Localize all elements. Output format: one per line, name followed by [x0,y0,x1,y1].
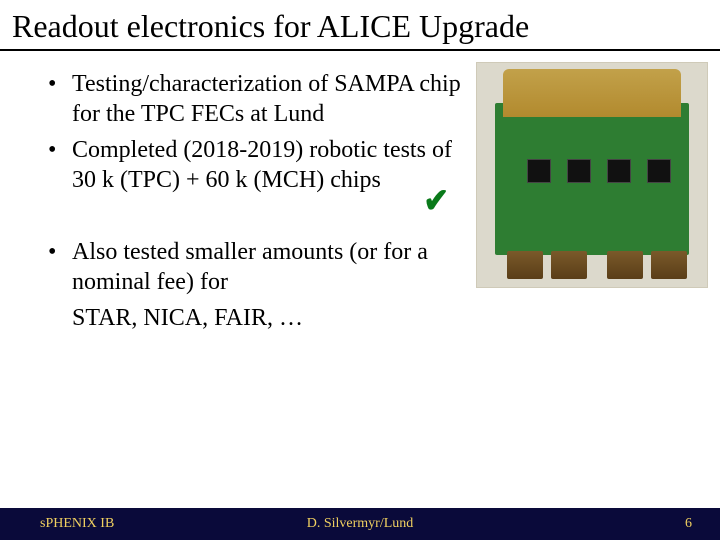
pcb-connector [651,251,687,279]
slide-title: Readout electronics for ALICE Upgrade [0,0,720,51]
pcb-chip [567,159,591,183]
bullet-item-3: Also tested smaller amounts (or for a no… [48,237,478,297]
bullet-item-1: Testing/characterization of SAMPA chip f… [48,69,478,129]
footer-left: sPHENIX IB [40,516,114,532]
pcb-connector [607,251,643,279]
checkmark-icon: ✔ [423,181,449,221]
pcb-connector [551,251,587,279]
footer-page-number: 6 [685,516,692,532]
pcb-chip [647,159,671,183]
pcb-chip [527,159,551,183]
pcb-connector [507,251,543,279]
footer-center: D. Silvermyr/Lund [307,516,414,532]
footer-bar: sPHENIX IB D. Silvermyr/Lund 6 [0,508,720,540]
pcb-photo [476,62,708,288]
pcb-chip [607,159,631,183]
bullet-item-3b: STAR, NICA, FAIR, … [48,303,478,333]
bullet-item-2: Completed (2018-2019) robotic tests of 3… [48,135,478,195]
pcb-flex-cable [503,69,681,117]
